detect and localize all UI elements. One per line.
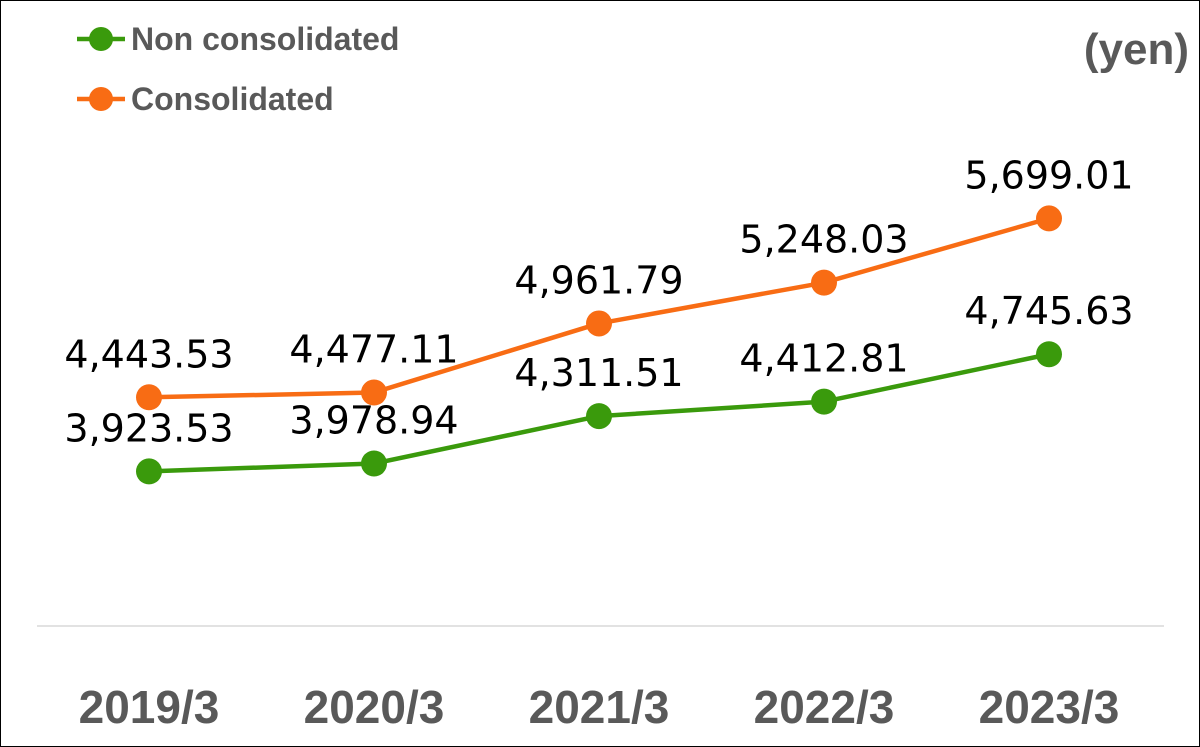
- x-tick-label: 2020/3: [304, 681, 445, 733]
- data-label: 3,923.53: [64, 406, 233, 450]
- data-point: [1036, 341, 1062, 368]
- x-tick-label: 2021/3: [529, 681, 670, 733]
- legend-item: Non consolidated: [77, 21, 399, 57]
- data-label: 4,745.63: [964, 289, 1133, 333]
- series-consolidated: 4,443.53 4,477.11 4,961.79 5,248.03 5,699.01: [64, 153, 1134, 411]
- data-point: [586, 403, 612, 430]
- data-label: 5,248.03: [739, 218, 908, 262]
- data-label: 4,443.53: [64, 332, 233, 376]
- data-point: [361, 379, 387, 406]
- data-point: [811, 388, 837, 415]
- data-label: 4,961.79: [514, 258, 683, 302]
- data-label: 4,412.81: [739, 337, 908, 381]
- data-point: [1036, 205, 1062, 232]
- x-tick-label: 2022/3: [754, 681, 895, 733]
- data-label: 5,699.01: [964, 153, 1133, 197]
- data-point: [136, 458, 162, 485]
- data-point: [361, 450, 387, 477]
- data-label: 4,477.11: [289, 328, 458, 372]
- data-label: 4,311.51: [514, 351, 683, 395]
- x-tick-label: 2023/3: [979, 681, 1120, 733]
- data-label: 3,978.94: [289, 399, 458, 443]
- legend-item: Consolidated: [77, 81, 334, 117]
- unit-label: (yen): [1084, 25, 1189, 74]
- data-point: [586, 310, 612, 337]
- legend-marker: [89, 27, 113, 51]
- series-non-consolidated: 3,923.53 3,978.94 4,311.51 4,412.81 4,745.63: [64, 289, 1134, 485]
- x-axis: 2019/3 2020/3 2021/3 2022/3 2023/3: [37, 625, 1164, 733]
- data-point: [136, 384, 162, 411]
- data-point: [811, 269, 837, 296]
- legend-label: Consolidated: [131, 81, 334, 117]
- legend-label: Non consolidated: [131, 21, 399, 57]
- legend-marker: [89, 87, 113, 111]
- legend: Non consolidated Consolidated: [77, 21, 399, 117]
- x-tick-label: 2019/3: [79, 681, 220, 733]
- series-layer: 3,923.53 3,978.94 4,311.51 4,412.81 4,745.63…: [64, 153, 1134, 485]
